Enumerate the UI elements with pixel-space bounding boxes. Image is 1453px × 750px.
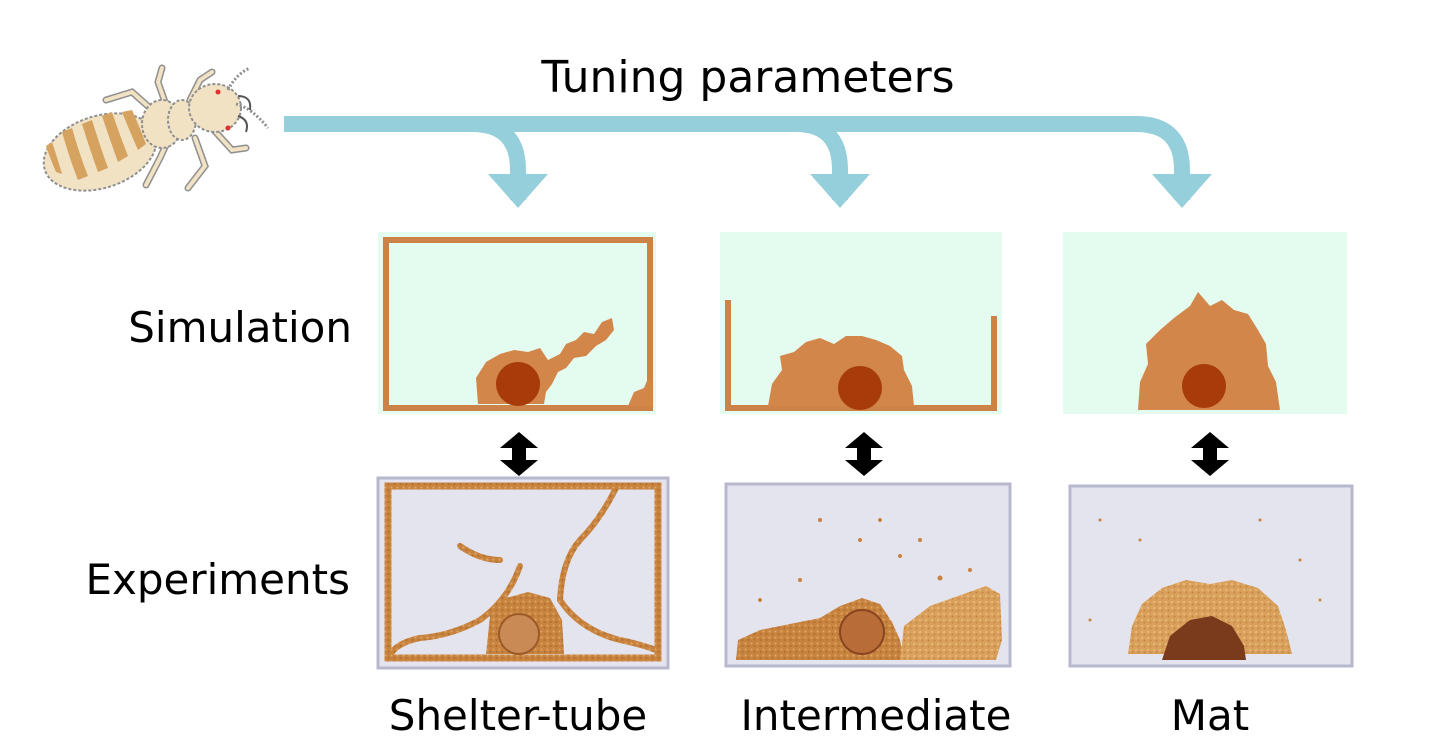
arrow-to-shelter-tube	[284, 116, 548, 208]
column-label-mat: Mat	[1171, 691, 1249, 740]
double-arrow-icon	[845, 432, 883, 476]
food-source	[1182, 364, 1226, 408]
simulated-mat-structure	[1138, 292, 1280, 410]
compare-arrows	[500, 432, 1229, 476]
row-label-simulation: Simulation	[128, 303, 352, 352]
simulation-mat	[1063, 232, 1347, 414]
arrow-to-mat	[796, 116, 1212, 208]
food-source	[496, 362, 540, 406]
double-arrow-icon	[500, 432, 538, 476]
food-source	[498, 613, 540, 655]
double-arrow-icon	[1191, 432, 1229, 476]
simulation-intermediate	[720, 232, 1002, 414]
experiment-shelter-tube	[376, 476, 670, 670]
experiment-mat	[1068, 484, 1354, 668]
tuning-arrows	[284, 116, 1212, 208]
simulation-shelter-tube	[378, 232, 656, 414]
column-label-intermediate: Intermediate	[741, 691, 1012, 740]
experiment-intermediate	[724, 482, 1012, 668]
food-source	[839, 609, 885, 655]
row-label-experiments: Experiments	[85, 555, 350, 604]
column-label-shelter-tube: Shelter-tube	[389, 691, 647, 740]
food-source	[838, 366, 882, 410]
termite-icon	[42, 64, 270, 192]
arrow-to-intermediate	[472, 116, 870, 208]
diagram-title: Tuning parameters	[540, 52, 954, 103]
